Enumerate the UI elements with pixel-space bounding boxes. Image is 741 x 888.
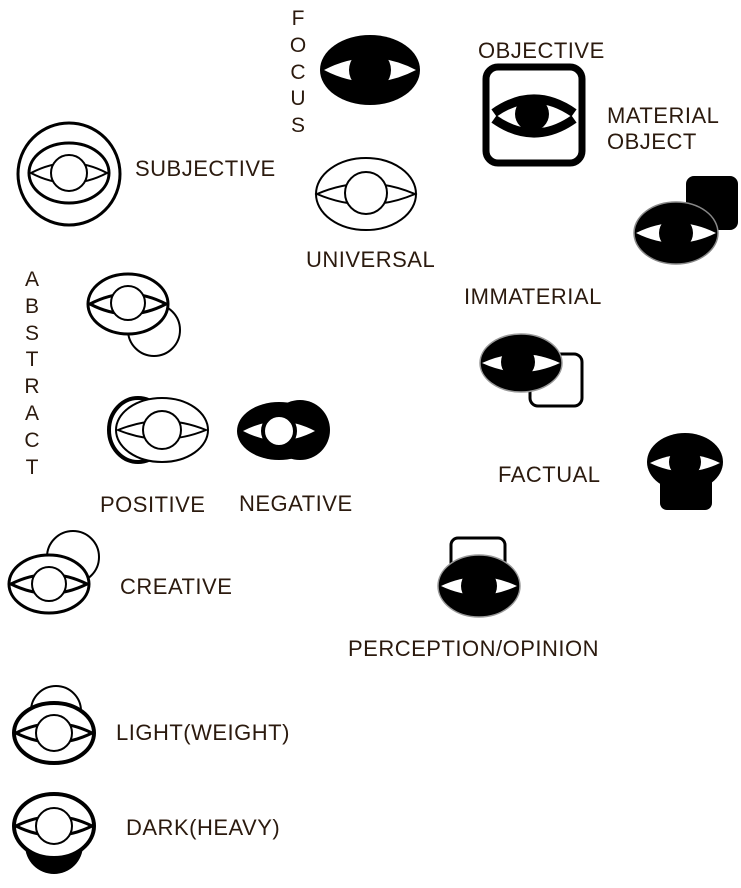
label-light-weight: LIGHT(WEIGHT)	[116, 720, 290, 745]
label-focus: FOCUS	[289, 7, 307, 138]
label-positive: POSITIVE	[100, 492, 206, 517]
label-object: OBJECT	[607, 129, 697, 154]
label-negative: NEGATIVE	[239, 491, 353, 516]
factual-eye-icon	[647, 433, 723, 510]
perception-opinion-eye-icon	[437, 536, 521, 618]
label-perception-opinion: PERCEPTION/OPINION	[348, 636, 600, 661]
dark-heavy-eye-icon	[12, 792, 96, 874]
label-universal: UNIVERSAL	[306, 247, 436, 272]
label-creative: CREATIVE	[120, 574, 233, 599]
subjective-eye-icon	[16, 121, 122, 227]
universal-eye-icon	[314, 157, 418, 231]
label-dark-heavy: DARK(HEAVY)	[126, 815, 281, 840]
label-immaterial: IMMATERIAL	[464, 284, 602, 309]
positive-eye-icon	[107, 396, 209, 464]
light-weight-eye-icon	[12, 685, 96, 765]
focus-eye-icon	[320, 35, 420, 105]
abstract-eye-icon	[86, 272, 181, 357]
negative-eye-icon	[237, 400, 330, 460]
creative-eye-icon	[7, 530, 100, 615]
label-material: MATERIAL	[607, 103, 720, 128]
label-subjective: SUBJECTIVE	[135, 156, 276, 181]
material-object-eye-icon	[633, 176, 738, 265]
label-abstract: ABSTRACT	[24, 268, 40, 479]
immaterial-eye-icon	[479, 333, 584, 408]
objective-eye-icon	[482, 63, 586, 167]
label-objective: OBJECTIVE	[478, 38, 605, 63]
label-factual: FACTUAL	[498, 462, 601, 487]
